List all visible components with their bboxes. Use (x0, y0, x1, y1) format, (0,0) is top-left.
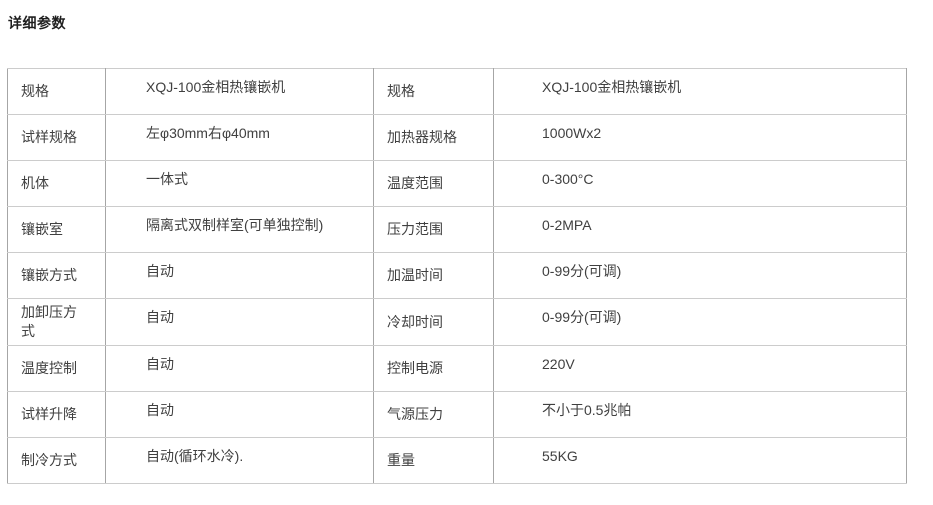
spec-param-value: 不小于0.5兆帕 (493, 391, 907, 438)
spec-param-value: 0-2MPA (493, 206, 907, 253)
spec-param-name: 加热器规格 (373, 114, 494, 161)
section-title-detailed-parameters: 详细参数 (8, 15, 66, 31)
spec-param-value: 220V (493, 345, 907, 392)
spec-param-value: 自动 (105, 345, 374, 392)
spec-param-value: 1000Wx2 (493, 114, 907, 161)
spec-param-name: 温度控制 (7, 345, 106, 392)
spec-param-name: 加卸压方式 (7, 298, 106, 346)
spec-table-row: 试样规格 左φ30mm右φ40mm 加热器规格 1000Wx2 (7, 114, 907, 161)
spec-param-name: 加温时间 (373, 252, 494, 299)
spec-param-name: 重量 (373, 437, 494, 484)
spec-param-name: 气源压力 (373, 391, 494, 438)
spec-table-row: 镶嵌室 隔离式双制样室(可单独控制) 压力范围 0-2MPA (7, 206, 907, 253)
spec-param-value: 55KG (493, 437, 907, 484)
spec-table-row: 机体 一体式 温度范围 0-300°C (7, 160, 907, 207)
spec-param-value: 隔离式双制样室(可单独控制) (105, 206, 374, 253)
spec-param-name: 控制电源 (373, 345, 494, 392)
spec-param-name: 规格 (7, 68, 106, 115)
spec-param-value: XQJ-100金相热镶嵌机 (105, 68, 374, 115)
spec-param-name: 冷却时间 (373, 298, 494, 346)
spec-param-value: 一体式 (105, 160, 374, 207)
spec-param-value: 自动 (105, 298, 374, 346)
spec-param-value: 0-99分(可调) (493, 252, 907, 299)
spec-table-row: 温度控制 自动 控制电源 220V (7, 345, 907, 392)
spec-param-value: 自动 (105, 252, 374, 299)
spec-table-row: 试样升降 自动 气源压力 不小于0.5兆帕 (7, 391, 907, 438)
spec-param-name: 规格 (373, 68, 494, 115)
spec-table-row: 制冷方式 自动(循环水冷). 重量 55KG (7, 437, 907, 484)
spec-param-value: 自动(循环水冷). (105, 437, 374, 484)
spec-param-name: 制冷方式 (7, 437, 106, 484)
spec-param-name: 镶嵌方式 (7, 252, 106, 299)
spec-param-name: 温度范围 (373, 160, 494, 207)
spec-param-name: 压力范围 (373, 206, 494, 253)
spec-param-value: 左φ30mm右φ40mm (105, 114, 374, 161)
spec-param-value: 自动 (105, 391, 374, 438)
spec-table-row: 加卸压方式 自动 冷却时间 0-99分(可调) (7, 298, 907, 346)
spec-param-name: 镶嵌室 (7, 206, 106, 253)
spec-param-value: 0-300°C (493, 160, 907, 207)
spec-param-name: 试样规格 (7, 114, 106, 161)
spec-param-name: 试样升降 (7, 391, 106, 438)
spec-param-name: 机体 (7, 160, 106, 207)
spec-table-row: 镶嵌方式 自动 加温时间 0-99分(可调) (7, 252, 907, 299)
spec-table-body: 规格 XQJ-100金相热镶嵌机 规格 XQJ-100金相热镶嵌机 试样规格 左… (7, 68, 907, 484)
spec-param-value: 0-99分(可调) (493, 298, 907, 346)
spec-table: 规格 XQJ-100金相热镶嵌机 规格 XQJ-100金相热镶嵌机 试样规格 左… (7, 68, 907, 484)
spec-table-row: 规格 XQJ-100金相热镶嵌机 规格 XQJ-100金相热镶嵌机 (7, 68, 907, 115)
spec-param-value: XQJ-100金相热镶嵌机 (493, 68, 907, 115)
